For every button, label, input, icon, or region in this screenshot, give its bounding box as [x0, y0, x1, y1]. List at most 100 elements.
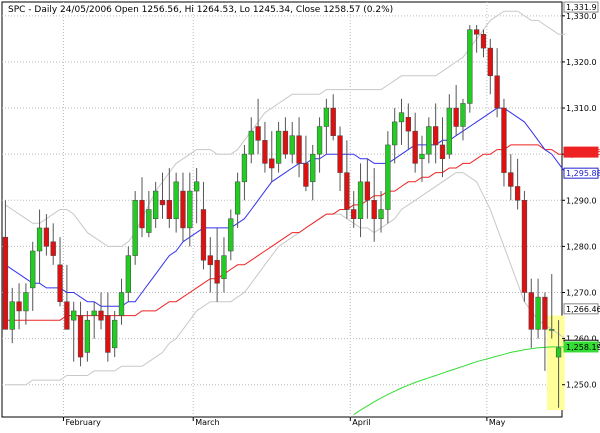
candle [494, 48, 500, 118]
price-label-box [563, 1, 599, 13]
candle [64, 264, 70, 330]
candle [549, 274, 555, 339]
candle [193, 168, 200, 224]
price-label: 1,258.19 [563, 341, 600, 353]
candle-body [71, 310, 77, 321]
x-tick-label: April [352, 418, 370, 427]
candle-body [316, 126, 323, 155]
y-tick-label: 1,280.0 [566, 242, 597, 251]
candle-body [378, 209, 384, 219]
candle-body [173, 181, 179, 219]
candle-body [166, 200, 172, 219]
candle-body [180, 190, 186, 229]
candle-body [84, 319, 91, 353]
y-tick-label: 1,290.0 [566, 196, 597, 205]
price-label: 1,331.9 [563, 1, 599, 13]
candle-body [112, 319, 118, 349]
candle [514, 158, 521, 210]
candle [180, 172, 186, 242]
candle-body [296, 135, 302, 164]
candle-body [132, 200, 138, 256]
candle-body [357, 181, 364, 219]
candle-body [91, 310, 97, 316]
candle-body [508, 172, 514, 187]
candle [542, 292, 548, 371]
candle [43, 214, 50, 256]
candle [337, 126, 343, 192]
candle [316, 117, 323, 173]
candle [289, 121, 295, 164]
candle-body [412, 130, 418, 164]
candle [255, 98, 261, 155]
price-label-text: 1,258.19 [566, 343, 600, 352]
date-axis: February March April May [62, 417, 506, 427]
candle-body [241, 153, 248, 183]
candle [378, 191, 384, 233]
candle-body [139, 200, 145, 229]
candle-body [521, 200, 528, 293]
candle-body [392, 121, 398, 146]
candle-body [453, 107, 459, 127]
candle-body [439, 144, 446, 160]
candle [385, 131, 391, 224]
candle-body [187, 190, 193, 229]
candle-body [43, 227, 50, 247]
price-label: 1,300.45 [563, 146, 600, 158]
bollinger-lower-line [5, 172, 566, 386]
candle-body [310, 153, 316, 183]
candle [23, 283, 29, 325]
candle [310, 144, 316, 201]
candle [426, 117, 432, 164]
candle-body [528, 292, 534, 330]
candle [105, 292, 111, 362]
candle [487, 38, 493, 95]
y-tick-label: 1,320.0 [566, 58, 597, 67]
y-tick-label: 1,330.0 [566, 12, 597, 21]
candle [207, 237, 213, 293]
candle-body [542, 296, 548, 330]
candle-body [303, 163, 309, 187]
price-label-text: 1,266.46 [566, 305, 600, 314]
candle-body [77, 315, 84, 358]
candle [118, 278, 125, 325]
candle [234, 172, 241, 228]
candle-body [289, 135, 295, 155]
candle [344, 140, 350, 219]
x-tick-label: May [489, 418, 506, 427]
candle-body [494, 75, 500, 109]
x-tick-label: March [195, 418, 219, 427]
candle-body [480, 34, 487, 49]
candle [71, 301, 77, 362]
candle [132, 191, 138, 265]
candle [439, 117, 446, 178]
candle-body [228, 218, 234, 252]
candle [501, 98, 507, 187]
candle [275, 121, 282, 173]
candle-body [555, 347, 562, 358]
candle-body [473, 29, 480, 35]
price-label-box [563, 341, 599, 353]
candles [2, 25, 562, 408]
candle [480, 29, 487, 58]
price-labels: 1,331.91,300.451,295.881,266.461,258.571… [563, 1, 600, 353]
plot-frame [1, 1, 563, 418]
candle-body [159, 200, 166, 206]
candle [159, 172, 166, 219]
candle-body [467, 29, 473, 104]
candle [50, 223, 56, 265]
candle [371, 168, 377, 242]
candle [323, 98, 330, 155]
candle-body [214, 259, 220, 284]
candle [98, 292, 104, 330]
candle-body [433, 126, 439, 146]
candle [460, 98, 466, 141]
candle [508, 154, 514, 201]
candle [91, 301, 97, 339]
candle-body [2, 236, 9, 330]
candle [146, 191, 152, 238]
candle-body [371, 200, 377, 219]
candle-body [385, 144, 391, 210]
candle-body [234, 181, 241, 215]
candle [398, 98, 405, 145]
x-tick-label: February [65, 418, 101, 427]
